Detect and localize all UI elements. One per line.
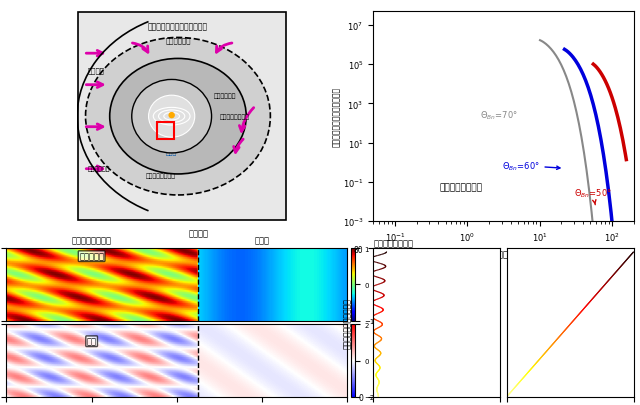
- Ellipse shape: [109, 59, 246, 175]
- Bar: [157, 123, 173, 140]
- Text: $\Theta_{Bn}$=70°: $\Theta_{Bn}$=70°: [480, 109, 518, 122]
- Y-axis label: 被加速陽子のエネルギー: 被加速陽子のエネルギー: [344, 297, 353, 348]
- Text: ヘリオポーズ: ヘリオポーズ: [165, 37, 191, 44]
- Text: 内部ヘリオシース: 内部ヘリオシース: [220, 114, 250, 120]
- Text: 陽子のエネルギー: 陽子のエネルギー: [373, 239, 413, 248]
- Text: 太陽風: 太陽風: [187, 125, 198, 130]
- Text: 外部ヘリオシース: 外部ヘリオシース: [146, 173, 176, 178]
- Text: 太陽風: 太陽風: [255, 236, 269, 245]
- Text: $\Theta_{Bn}$=50°: $\Theta_{Bn}$=50°: [574, 187, 612, 205]
- Ellipse shape: [86, 38, 270, 196]
- Text: 磁場: 磁場: [86, 337, 97, 346]
- Ellipse shape: [132, 80, 212, 153]
- Text: 太陽風: 太陽風: [166, 150, 177, 155]
- X-axis label: 陽子のエネルギー: 陽子のエネルギー: [483, 249, 524, 258]
- Y-axis label: 陽子のエネルギーフラックス: 陽子のエネルギーフラックス: [332, 87, 341, 147]
- Text: 衝撃波面: 衝撃波面: [188, 229, 208, 238]
- Circle shape: [169, 113, 174, 118]
- Text: 陽子の密度: 陽子の密度: [79, 252, 104, 261]
- Text: 終端衝撃波面: 終端衝撃波面: [214, 93, 236, 99]
- Text: $\Theta_{Bn}$=60°: $\Theta_{Bn}$=60°: [502, 160, 560, 172]
- Text: 天文学辞典（日本天文学会）: 天文学辞典（日本天文学会）: [148, 23, 208, 32]
- Text: 内部ヘリオシース: 内部ヘリオシース: [72, 236, 111, 245]
- Text: 弧状衝撃波面: 弧状衝撃波面: [88, 166, 110, 172]
- Text: 太陽風: 太陽風: [145, 97, 156, 103]
- Text: 星間物質: 星間物質: [88, 68, 105, 74]
- Text: 陽子のエネルギー: 陽子のエネルギー: [439, 183, 483, 192]
- Ellipse shape: [148, 96, 195, 138]
